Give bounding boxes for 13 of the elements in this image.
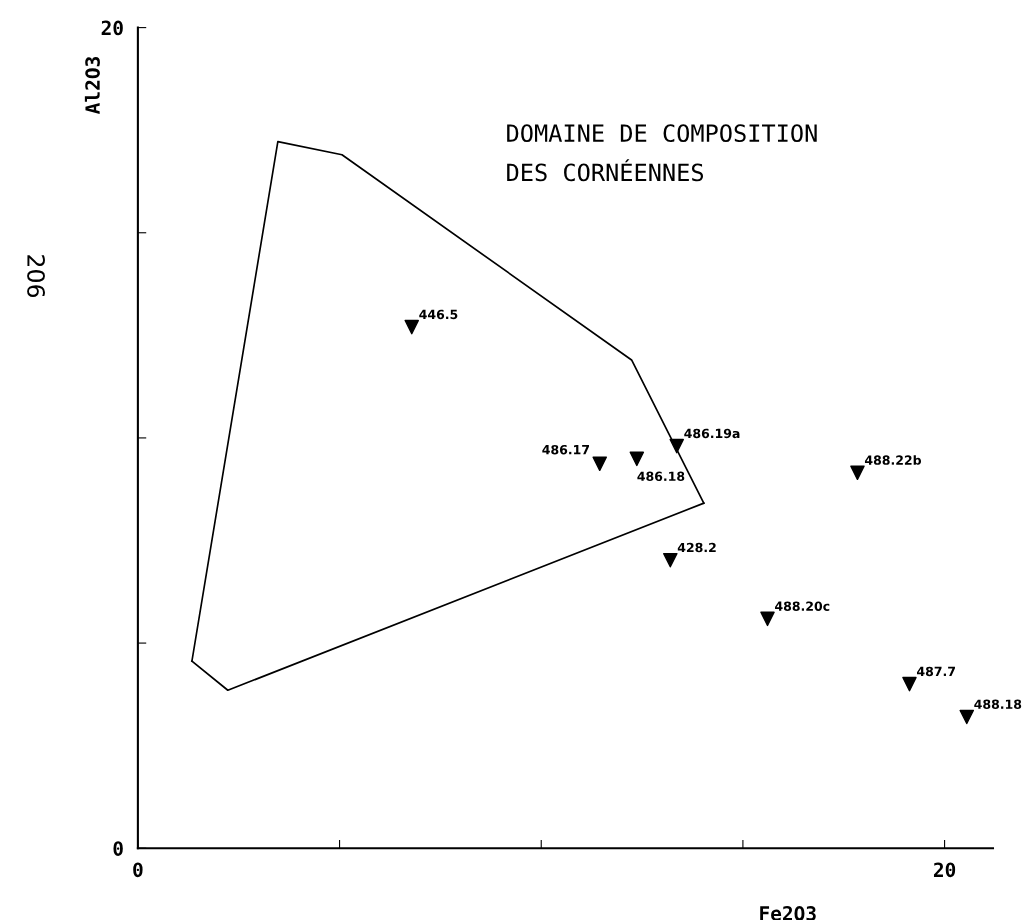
annotation: 487.7: [917, 666, 955, 677]
y-axis-title: Al2O3: [84, 57, 100, 114]
annotation: DOMAINE DE COMPOSITION DES CORNÉENNES: [507, 124, 817, 182]
annotation: 488.20c: [775, 601, 830, 611]
annotation: 486.18: [637, 471, 685, 482]
annotation: 488.22b: [864, 455, 922, 465]
annotation: 488.18: [974, 699, 1022, 709]
annotation: 446.5: [419, 309, 458, 320]
annotation: 486.19a: [684, 428, 740, 439]
annotation: 428.2: [677, 542, 716, 553]
annotation: 486.17: [542, 444, 590, 455]
text: 206: [27, 255, 45, 298]
x-axis-title: Fe2O3: [760, 906, 816, 920]
